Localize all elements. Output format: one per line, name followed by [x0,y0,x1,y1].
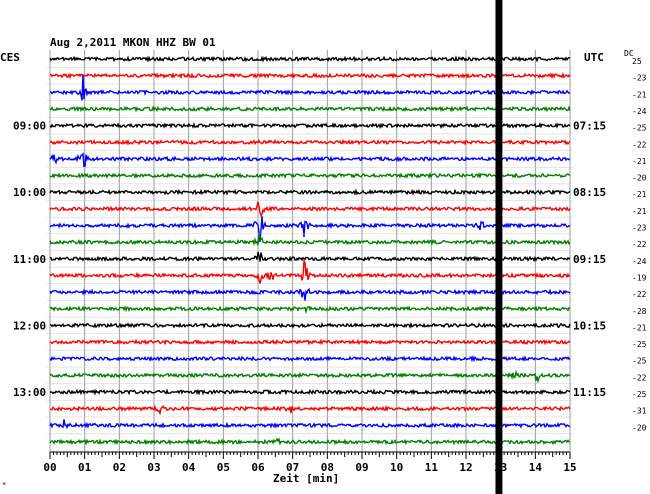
dc-offset-label: -25 [632,390,647,399]
x-tick-label: 01 [78,461,92,474]
trace-17 [49,338,571,346]
dc-offset-label: -21 [632,190,647,199]
x-tick-label: 15 [563,461,576,474]
dc-offset-label: -24 [632,107,647,116]
dc-offset-label: -28 [632,307,647,316]
dc-offset-label: -21 [632,90,647,99]
trace-13 [49,258,571,284]
trace-8 [49,188,571,196]
data-gap-bar [495,0,503,494]
trace-10 [49,216,571,243]
x-tick-label: 00 [43,461,56,474]
dc-offset-label: -21 [632,323,647,332]
dc-label: DC [624,49,634,58]
trace-7 [49,171,571,180]
right-time-label: 11:15 [573,386,606,399]
dc-offset-label: -20 [632,174,647,183]
trace-18 [49,354,571,363]
trace-1 [49,71,571,80]
x-tick-label: 05 [217,461,230,474]
dc-offset-label: -21 [632,207,647,216]
trace-15 [49,305,571,315]
trace-16 [50,321,571,329]
dc-offset-label: -31 [632,407,647,416]
dc-offset-label: -22 [632,140,647,149]
chart-title: Aug 2,2011 MKON HHZ BW 01 [50,36,216,49]
trace-6 [49,152,571,168]
dc-offset-label: -22 [632,240,647,249]
dc-offset-label: -25 [632,340,647,349]
trace-12 [49,251,571,263]
dc-offset-label: 25 [632,57,642,66]
x-tick-label: 12 [459,461,472,474]
grid-layer: 00010203040506070809101112131415 [43,50,577,474]
x-tick-label: 11 [425,461,439,474]
x-tick-label: 07 [286,461,299,474]
label-layer: 09:00 10:00 11:00 12:00 13:00 07:15 08:15 09:15… [2,57,647,489]
trace-14 [49,287,571,302]
trace-22 [49,419,571,430]
left-time-label: 10:00 [13,186,46,199]
trace-21 [49,404,571,416]
x-axis-label: Zeit [min] [273,472,339,485]
x-tick-label: 14 [529,461,543,474]
trace-11 [49,233,571,247]
trace-0 [49,55,571,63]
x-tick-label: 04 [182,461,196,474]
corner-mark: * [2,481,6,489]
left-zone-label: CES [0,51,20,64]
left-time-label: 09:00 [13,120,46,133]
dc-offset-label: -22 [632,373,647,382]
right-time-label: 07:15 [573,120,606,133]
left-time-label: 11:00 [13,253,46,266]
x-tick-label: 10 [390,461,403,474]
dc-offset-label: -23 [632,224,647,233]
dc-offset-label: -22 [632,290,647,299]
dc-offset-label: -20 [632,423,647,432]
trace-19 [49,369,571,384]
right-zone-label: UTC [584,51,604,64]
x-tick-label: 06 [251,461,265,474]
trace-5 [49,138,571,146]
trace-2 [50,74,571,101]
trace-20 [49,388,571,396]
left-time-label: 13:00 [13,386,46,399]
trace-3 [49,105,571,113]
right-time-label: 08:15 [573,186,606,199]
dc-offset-label: -21 [632,157,647,166]
trace-23 [49,437,570,446]
right-time-label: 09:15 [573,253,606,266]
dc-offset-label: -25 [632,124,647,133]
x-tick-label: 03 [147,461,160,474]
x-tick-label: 09 [355,461,368,474]
right-time-label: 10:15 [573,319,606,332]
dc-offset-label: -24 [632,257,647,266]
dc-offset-label: -19 [632,273,647,282]
left-time-label: 12:00 [13,319,46,332]
x-tick-label: 02 [113,461,126,474]
trace-9 [49,201,571,218]
dc-offset-label: -23 [632,74,647,83]
trace-4 [49,122,571,130]
trace-layer [47,55,573,446]
x-tick-label: 08 [321,461,334,474]
gap-layer [495,0,503,494]
dc-offset-label: -25 [632,357,647,366]
